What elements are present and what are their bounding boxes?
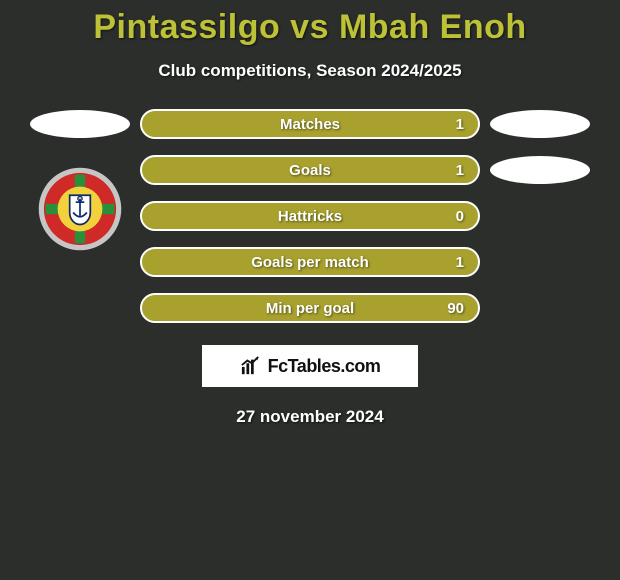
stat-label: Matches xyxy=(280,116,340,133)
brand-text: FcTables.com xyxy=(268,356,381,377)
comparison-card: Pintassilgo vs Mbah Enoh Club competitio… xyxy=(0,0,620,580)
stat-row: Matches 1 xyxy=(0,109,620,139)
club-badge xyxy=(37,166,123,252)
stat-bar-goals: Goals 1 xyxy=(140,155,480,185)
brand-card[interactable]: FcTables.com xyxy=(202,345,418,387)
stat-bar-mpg: Min per goal 90 xyxy=(140,293,480,323)
stat-bar-hattricks: Hattricks 0 xyxy=(140,201,480,231)
date-line: 27 november 2024 xyxy=(0,407,620,427)
stat-row: Min per goal 90 xyxy=(0,293,620,323)
chart-icon xyxy=(240,356,262,376)
right-ellipse-2 xyxy=(490,156,590,184)
right-ellipse-1 xyxy=(490,110,590,138)
stat-value: 1 xyxy=(456,116,464,133)
stat-value: 90 xyxy=(447,300,464,317)
stat-row: Goals 1 xyxy=(0,155,620,185)
page-title: Pintassilgo vs Mbah Enoh xyxy=(0,0,620,47)
stats-area: Matches 1 xyxy=(0,109,620,323)
stat-label: Goals per match xyxy=(251,254,369,271)
stat-value: 0 xyxy=(456,208,464,225)
stat-value: 1 xyxy=(456,254,464,271)
stat-bar-matches: Matches 1 xyxy=(140,109,480,139)
stat-label: Goals xyxy=(289,162,331,179)
stat-bar-gpm: Goals per match 1 xyxy=(140,247,480,277)
subtitle: Club competitions, Season 2024/2025 xyxy=(0,61,620,81)
stat-label: Min per goal xyxy=(266,300,354,317)
stat-value: 1 xyxy=(456,162,464,179)
left-ellipse-1 xyxy=(30,110,130,138)
stat-label: Hattricks xyxy=(278,208,342,225)
